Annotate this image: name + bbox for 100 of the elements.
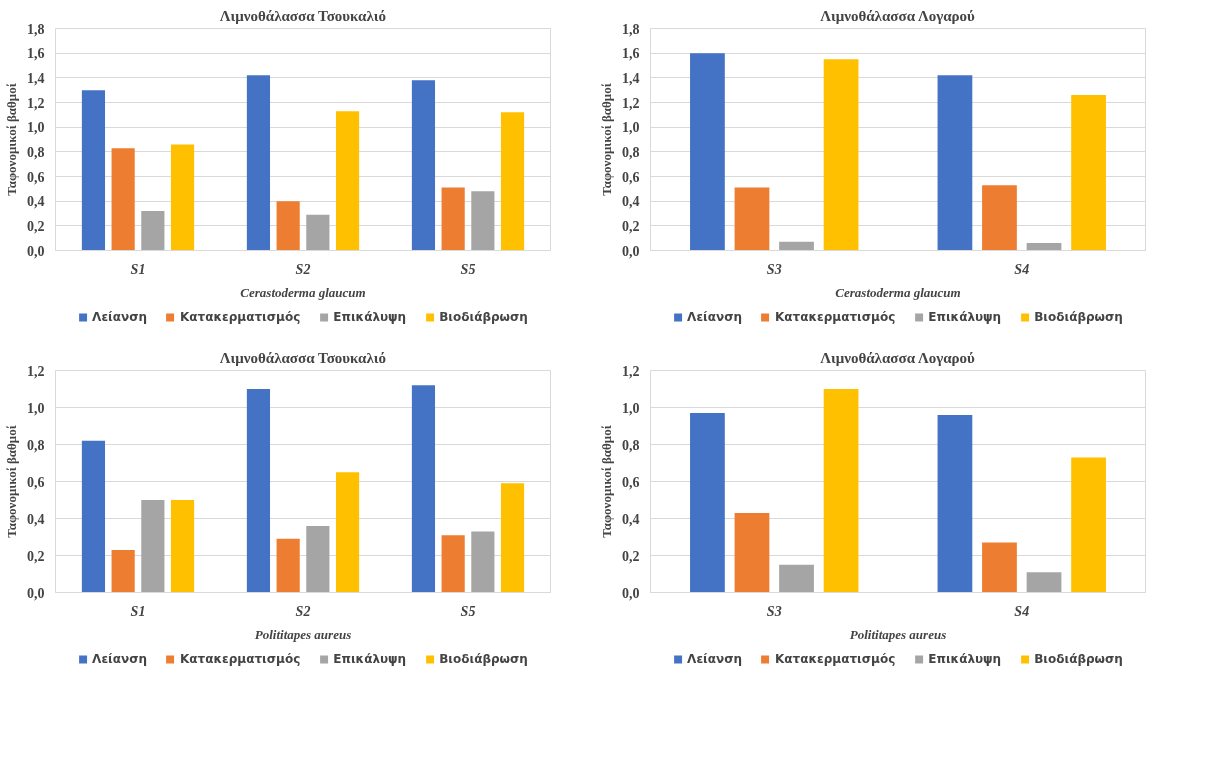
y-tick-label: 1,0 [27, 120, 45, 136]
bar [734, 187, 770, 251]
y-tick-label: 0,0 [622, 585, 640, 601]
y-tick-label: 0,4 [27, 194, 45, 210]
y-axis-title: Ταφονομικοί βαθμοί [4, 83, 19, 196]
y-tick-label: 0,8 [27, 437, 45, 453]
legend-label: Λείανση [687, 310, 743, 324]
y-tick-label: 1,0 [27, 400, 45, 416]
y-tick-label: 0,8 [622, 437, 640, 453]
legend-label: Λείανση [687, 652, 743, 666]
y-tick-label: 1,6 [27, 46, 45, 62]
bar [335, 472, 360, 593]
y-tick-label: 1,6 [622, 46, 640, 62]
bar [823, 59, 859, 251]
legend-label: Κατακερματισμός [775, 310, 896, 324]
x-tick-label: S3 [766, 261, 782, 277]
y-tick-label: 1,4 [622, 70, 640, 86]
legend-label: Κατακερματισμός [180, 652, 301, 666]
x-tick-label: S2 [295, 603, 311, 619]
bar [81, 440, 106, 593]
bar [441, 535, 465, 593]
bar [937, 75, 973, 251]
y-tick-label: 0,6 [622, 169, 640, 185]
y-tick-label: 0,2 [27, 548, 45, 564]
y-tick-label: 0,4 [27, 511, 45, 527]
legend-label: Επικάλυψη [333, 652, 407, 666]
bar [170, 500, 195, 593]
bar [306, 214, 330, 251]
x-tick-label: S4 [1014, 261, 1030, 277]
y-tick-label: 1,0 [622, 400, 640, 416]
y-tick-label: 0,8 [622, 144, 640, 160]
legend-label: Λείανση [92, 652, 148, 666]
y-tick-label: 0,0 [27, 243, 45, 259]
bar [411, 80, 436, 251]
y-axis-title: Ταφονομικοί βαθμοί [4, 425, 19, 538]
y-tick-label: 0,4 [622, 511, 640, 527]
bar [141, 211, 165, 251]
bar [81, 90, 106, 251]
x-axis-title: Cerastoderma glaucum [835, 284, 961, 300]
bar [1071, 95, 1106, 251]
legend-label: Κατακερματισμός [180, 310, 301, 324]
y-axis-title: Ταφονομικοί βαθμοί [599, 425, 614, 538]
y-tick-label: 1,2 [27, 95, 45, 111]
y-tick-label: 0,6 [27, 169, 45, 185]
bar [690, 53, 725, 251]
legend-label: Βιοδιάβρωση [439, 652, 528, 666]
bar [471, 531, 495, 593]
y-tick-label: 0,0 [622, 243, 640, 259]
x-tick-label: S4 [1014, 603, 1030, 619]
y-tick-label: 0,4 [622, 194, 640, 210]
bar [411, 385, 436, 593]
legend-label: Επικάλυψη [928, 310, 1002, 324]
x-tick-label: S3 [766, 603, 782, 619]
legend-label: Κατακερματισμός [775, 652, 896, 666]
chart-title: Λιμνοθάλασσα Τσουκαλιό [219, 7, 386, 24]
x-tick-label: S5 [460, 261, 476, 277]
bar [111, 549, 135, 593]
bar [982, 185, 1017, 251]
x-tick-label: S5 [460, 603, 476, 619]
x-tick-label: S2 [295, 261, 311, 277]
y-tick-label: 1,0 [622, 120, 640, 136]
y-tick-label: 1,2 [622, 363, 640, 379]
bar [982, 542, 1017, 593]
y-tick-label: 0,2 [622, 218, 640, 234]
bar [471, 191, 495, 251]
bar [141, 500, 165, 593]
bar [1026, 243, 1062, 251]
bar [276, 201, 300, 251]
bar [111, 148, 135, 251]
bar [690, 413, 725, 593]
y-tick-label: 1,8 [27, 21, 45, 37]
legend-label: Επικάλυψη [333, 310, 407, 324]
bar [170, 144, 195, 251]
bar [441, 187, 465, 251]
x-axis-title: Polititapes aureus [849, 626, 947, 642]
bar [500, 483, 525, 593]
y-tick-label: 0,6 [622, 474, 640, 490]
bar [1071, 457, 1106, 593]
y-tick-label: 0,2 [27, 218, 45, 234]
y-tick-label: 1,2 [27, 363, 45, 379]
y-tick-label: 1,2 [622, 95, 640, 111]
x-axis-title: Polititapes aureus [254, 626, 352, 642]
chart-title: Λιμνοθάλασσα Λογαρού [820, 7, 976, 24]
legend-label: Βιοδιάβρωση [1034, 310, 1123, 324]
legend-label: Λείανση [92, 310, 148, 324]
bar [779, 241, 814, 251]
bar [779, 564, 814, 593]
legend-label: Βιοδιάβρωση [1034, 652, 1123, 666]
y-tick-label: 0,8 [27, 144, 45, 160]
bar [306, 525, 330, 593]
bar [246, 75, 271, 251]
y-tick-label: 1,4 [27, 70, 45, 86]
bar [1026, 572, 1062, 593]
y-tick-label: 0,2 [622, 548, 640, 564]
x-tick-label: S1 [130, 261, 146, 277]
bar [823, 389, 859, 593]
bar [937, 414, 973, 593]
bar [734, 512, 770, 593]
chart-title: Λιμνοθάλασσα Λογαρού [820, 349, 976, 366]
chart-title: Λιμνοθάλασσα Τσουκαλιό [219, 349, 386, 366]
